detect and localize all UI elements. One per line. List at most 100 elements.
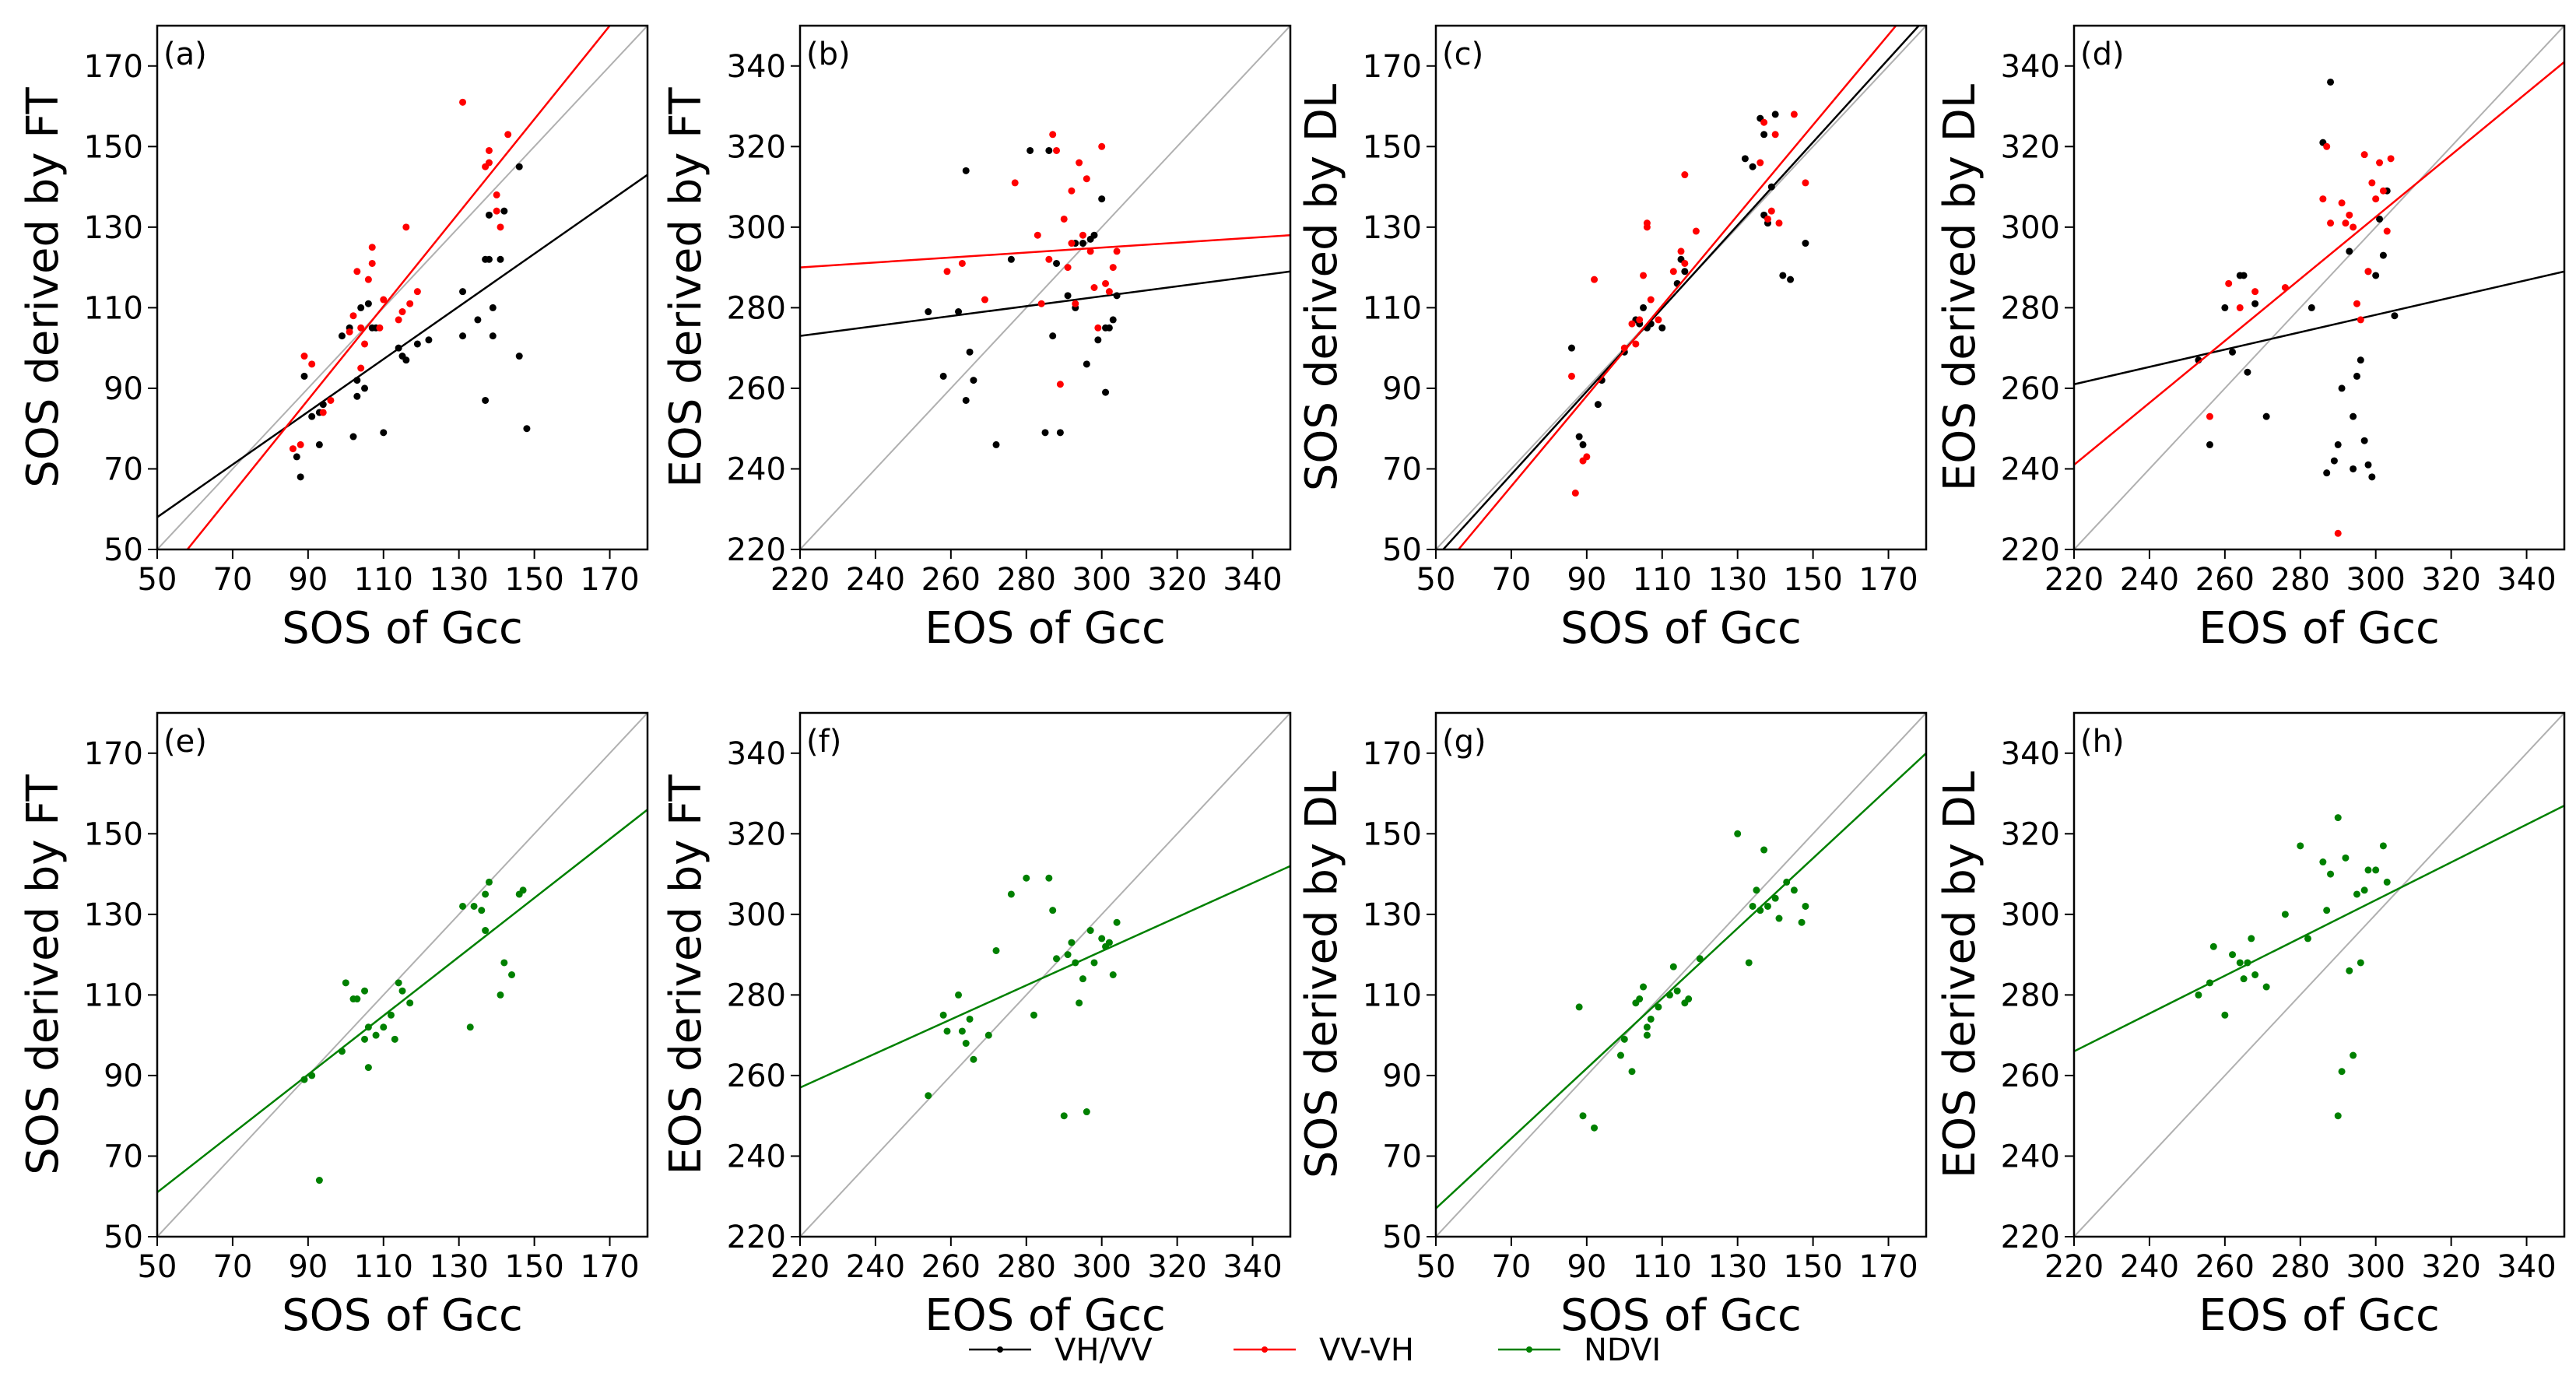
data-point: [1640, 304, 1648, 311]
data-point: [1102, 279, 1110, 287]
axes-frame: [156, 24, 649, 551]
x-tick-label: 260: [921, 562, 981, 598]
x-tick-label: 240: [2120, 562, 2179, 598]
data-point: [2195, 991, 2202, 999]
data-point: [357, 304, 365, 311]
plot-area: [1436, 26, 1926, 549]
scatter-panel-2: 50 70 90 110 130 150 170 50 70 90 110 130 150 170 SOS …: [1297, 24, 1928, 654]
data-point: [1579, 1112, 1587, 1120]
data-point: [1696, 955, 1704, 963]
data-point: [489, 332, 497, 340]
data-point: [1007, 255, 1015, 263]
y-tick-label: 280: [727, 290, 786, 326]
data-point: [1090, 231, 1098, 239]
data-point: [1643, 1023, 1651, 1031]
x-tick-label: 220: [2044, 1249, 2104, 1285]
data-point: [1591, 1124, 1599, 1132]
data-point: [2350, 1051, 2357, 1059]
data-point: [519, 886, 527, 894]
axes-frame: [798, 711, 1292, 1238]
data-point: [2346, 247, 2353, 255]
data-point: [364, 300, 372, 307]
y-tick-label: 240: [2001, 451, 2060, 487]
data-point: [1764, 902, 1771, 910]
data-point: [1109, 971, 1117, 978]
data-point: [349, 312, 357, 320]
data-point: [2262, 412, 2270, 420]
y-tick-label: 320: [727, 129, 786, 165]
y-tick-label: 70: [104, 451, 143, 487]
data-point: [1620, 344, 1628, 352]
y-tick-label: 90: [104, 371, 143, 407]
data-point: [1749, 163, 1757, 170]
data-point: [1113, 247, 1121, 255]
x-tick-label: 300: [1072, 1249, 1132, 1285]
data-point: [2364, 461, 2372, 469]
data-point: [2360, 151, 2368, 159]
data-point: [2209, 942, 2217, 950]
data-point: [2262, 983, 2270, 991]
data-point: [338, 332, 346, 340]
data-point: [2368, 179, 2376, 187]
data-point: [1056, 429, 1064, 437]
data-point: [1802, 240, 1809, 247]
data-point: [1102, 388, 1110, 396]
data-point: [1083, 175, 1090, 183]
data-point: [2357, 356, 2364, 364]
data-point: [346, 328, 353, 335]
data-point: [1771, 111, 1779, 118]
x-axis-label: SOS of Gcc: [282, 603, 523, 654]
data-point: [368, 244, 376, 251]
data-point: [958, 259, 966, 267]
data-point: [398, 987, 406, 995]
data-point: [1655, 1003, 1662, 1011]
x-tick-label: 340: [2497, 1249, 2556, 1285]
data-point: [962, 396, 970, 404]
data-point: [2357, 316, 2364, 324]
data-point: [1673, 987, 1681, 995]
data-point: [1007, 890, 1015, 898]
y-tick-label: 150: [84, 129, 143, 165]
data-point: [1628, 320, 1636, 328]
data-point: [1098, 142, 1106, 150]
x-tick-label: 240: [2120, 1249, 2179, 1285]
scatter-panel-6: 50 70 90 110 130 150 170 50 70 90 110 130 150 170 SOS …: [1297, 711, 1928, 1341]
y-tick-label: 240: [727, 451, 786, 487]
data-point: [962, 167, 970, 174]
y-tick-label: 340: [2001, 736, 2060, 772]
data-point: [1779, 272, 1787, 279]
data-point: [1790, 111, 1798, 118]
data-point: [2323, 907, 2331, 914]
data-point: [1632, 340, 1640, 348]
data-point: [1669, 268, 1677, 276]
data-point: [2251, 300, 2259, 307]
data-point: [515, 163, 523, 170]
data-point: [2353, 300, 2360, 307]
data-point: [1575, 1003, 1583, 1011]
data-point: [395, 344, 402, 352]
data-point: [482, 927, 490, 935]
data-point: [2376, 159, 2384, 167]
data-point: [372, 1031, 380, 1039]
data-point: [1616, 1051, 1624, 1059]
x-tick-label: 340: [1223, 562, 1282, 598]
data-point: [308, 412, 316, 420]
data-point: [2338, 199, 2346, 207]
data-point: [2360, 886, 2368, 894]
data-point: [1053, 146, 1061, 154]
data-point: [327, 396, 335, 404]
y-tick-label: 340: [727, 736, 786, 772]
y-tick-label: 130: [1363, 210, 1422, 246]
x-axis-label: SOS of Gcc: [282, 1290, 523, 1341]
y-tick-label: 90: [104, 1058, 143, 1094]
x-tick-label: 340: [1223, 1249, 1282, 1285]
data-point: [500, 207, 508, 215]
data-point: [300, 1076, 308, 1083]
x-tick-label: 50: [138, 562, 177, 598]
data-point: [2281, 911, 2289, 918]
y-tick-label: 220: [727, 1220, 786, 1255]
data-point: [459, 288, 467, 296]
x-tick-label: 300: [1072, 562, 1132, 598]
scatter-panel-1: 220 240 260 280 300 320 340 220 240 260 280 300 320 3…: [661, 24, 1292, 654]
y-tick-label: 320: [727, 816, 786, 852]
